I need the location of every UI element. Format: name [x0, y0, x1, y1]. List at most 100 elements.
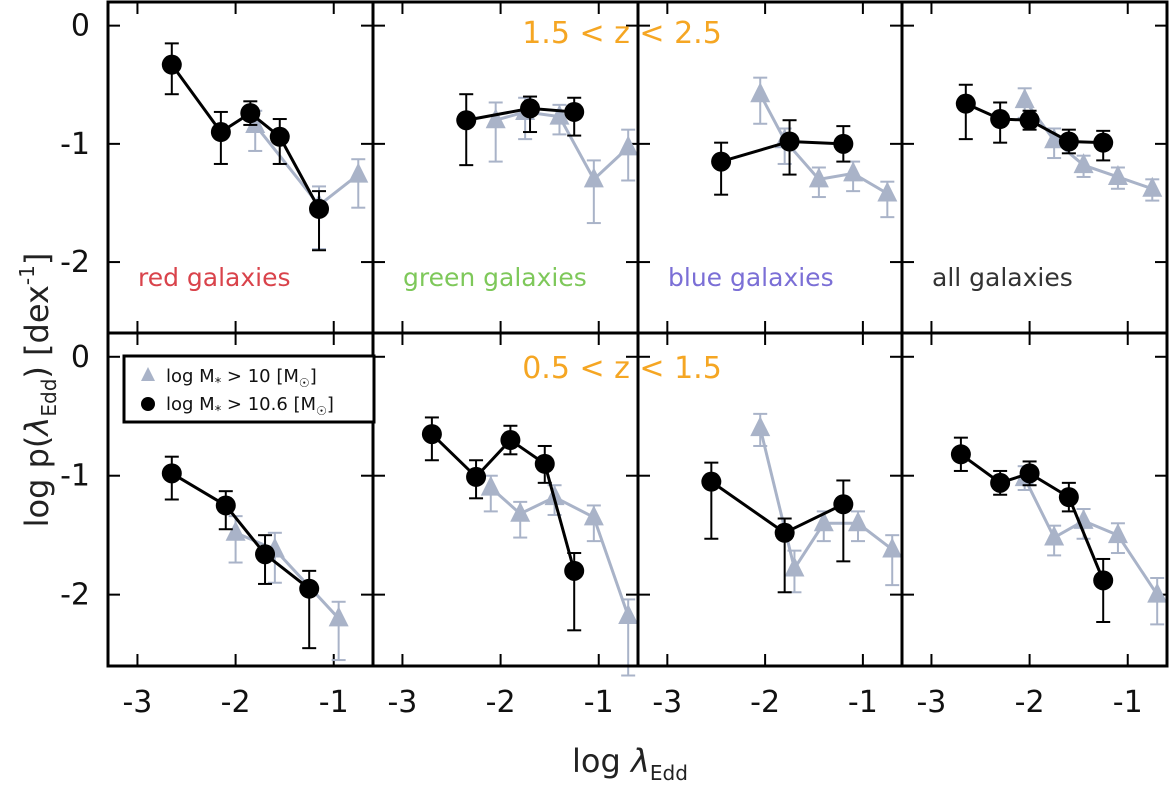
x-tick-label: -2: [486, 685, 516, 720]
data-point-circle: [421, 424, 442, 445]
series-line: [489, 486, 630, 617]
x-tick-label: -1: [584, 685, 614, 720]
data-point-triangle: [784, 556, 805, 577]
data-point-circle: [950, 444, 971, 465]
x-tick-label: -2: [1015, 685, 1045, 720]
data-point-circle: [564, 560, 585, 581]
data-point-circle: [1058, 131, 1079, 152]
data-point-circle: [1019, 463, 1040, 484]
x-tick-label: -1: [848, 685, 878, 720]
legend-box: [122, 354, 376, 424]
data-point-triangle: [813, 511, 834, 532]
y-axis-title: log p(λEdd) [dex-1]: [15, 253, 61, 528]
x-tick-label: -3: [652, 685, 682, 720]
series-line: [1023, 477, 1159, 596]
series-line: [171, 472, 311, 590]
panel-4: -3 -2 -1 0 -1 -2: [60, 331, 375, 720]
y-tick-label: -2: [60, 578, 90, 613]
data-point-triangle: [480, 475, 501, 496]
data-point-triangle: [1142, 176, 1163, 197]
series-line: [758, 427, 894, 573]
panel-label: red galaxies: [138, 263, 291, 292]
data-point-circle: [833, 494, 854, 515]
x-tick-label: -2: [221, 685, 251, 720]
series-line: [235, 531, 340, 620]
data-point-circle: [955, 93, 976, 114]
data-point-triangle: [1107, 523, 1128, 544]
panel-label: blue galaxies: [668, 263, 834, 292]
redshift-range-top: 1.5 < z < 2.5: [522, 16, 722, 51]
panel-0: 0 -1 -2 red galaxies: [60, 0, 375, 335]
data-point-triangle: [583, 167, 604, 188]
x-tick-label: -3: [916, 685, 946, 720]
x-tick-label: -2: [750, 685, 780, 720]
legend-entry-mass-10-6: log M* > 10.6 [M☉]: [166, 394, 334, 419]
data-point-circle: [1058, 487, 1079, 508]
data-point-circle: [255, 544, 276, 565]
data-point-circle: [269, 126, 290, 147]
panel-2: blue galaxies: [636, 0, 904, 335]
data-point-triangle: [549, 104, 570, 125]
data-point-circle: [215, 495, 236, 516]
legend-entry-mass-10: log M* > 10 [M☉]: [166, 366, 317, 391]
data-point-triangle: [808, 167, 829, 188]
redshift-range-bottom: 0.5 < z < 1.5: [522, 351, 722, 386]
panel-7: -3 -2 -1: [900, 331, 1169, 720]
data-point-circle: [711, 151, 732, 172]
data-point-circle: [1093, 132, 1114, 153]
data-point-triangle: [750, 416, 771, 437]
panel-label: all galaxies: [932, 263, 1073, 292]
data-point-circle: [990, 472, 1011, 493]
data-point-circle: [466, 466, 487, 487]
data-point-circle: [240, 103, 261, 124]
data-point-circle: [779, 131, 800, 152]
data-point-triangle: [510, 501, 531, 522]
x-tick-label: -3: [387, 685, 417, 720]
y-tick-label: -1: [60, 127, 90, 162]
data-point-triangle: [348, 162, 369, 183]
legend: log M* > 10 [M☉] log M* > 10.6 [M☉]: [122, 354, 376, 424]
panel-6: -3 -2 -1: [636, 331, 904, 720]
data-point-triangle: [328, 606, 349, 627]
panel-label: green galaxies: [403, 263, 587, 292]
data-point-triangle: [1044, 525, 1065, 546]
x-tick-label: -1: [319, 685, 349, 720]
data-point-circle: [1093, 570, 1114, 591]
panel-5: -3 -2 -1: [371, 331, 640, 720]
legend-circle-marker: [141, 397, 155, 411]
panel-frame: [900, 331, 1169, 668]
data-point-triangle: [843, 161, 864, 182]
data-point-circle: [161, 54, 182, 75]
legend-triangle-marker: [141, 367, 155, 381]
data-point-circle: [774, 522, 795, 543]
series-line: [1023, 99, 1153, 191]
y-tick-label: 0: [71, 9, 90, 44]
data-point-triangle: [1147, 582, 1168, 603]
data-point-circle: [309, 198, 330, 219]
data-point-circle: [456, 110, 477, 131]
data-point-circle: [534, 453, 555, 474]
data-point-triangle: [750, 82, 771, 103]
data-point-circle: [1019, 110, 1040, 131]
series-line: [170, 63, 321, 210]
data-point-triangle: [877, 181, 898, 202]
data-point-triangle: [882, 537, 903, 558]
x-tick-label: -1: [1113, 685, 1143, 720]
panel-1: green galaxies: [371, 0, 640, 335]
data-point-triangle: [245, 112, 266, 133]
data-point-circle: [564, 101, 585, 122]
data-point-triangle: [618, 604, 639, 625]
data-point-circle: [299, 578, 320, 599]
data-point-circle: [520, 98, 541, 119]
data-point-circle: [701, 471, 722, 492]
panels: 0 -1 -2 red galaxies green galaxies blue gala…: [60, 0, 1169, 720]
y-tick-label: -2: [60, 245, 90, 280]
data-point-triangle: [1014, 88, 1035, 109]
data-point-triangle: [1073, 153, 1094, 174]
y-tick-label: 0: [71, 340, 90, 375]
y-tick-label: -1: [60, 459, 90, 494]
data-point-circle: [500, 430, 521, 451]
x-axis-title: log λEdd: [572, 742, 688, 785]
x-tick-label: -3: [122, 685, 152, 720]
